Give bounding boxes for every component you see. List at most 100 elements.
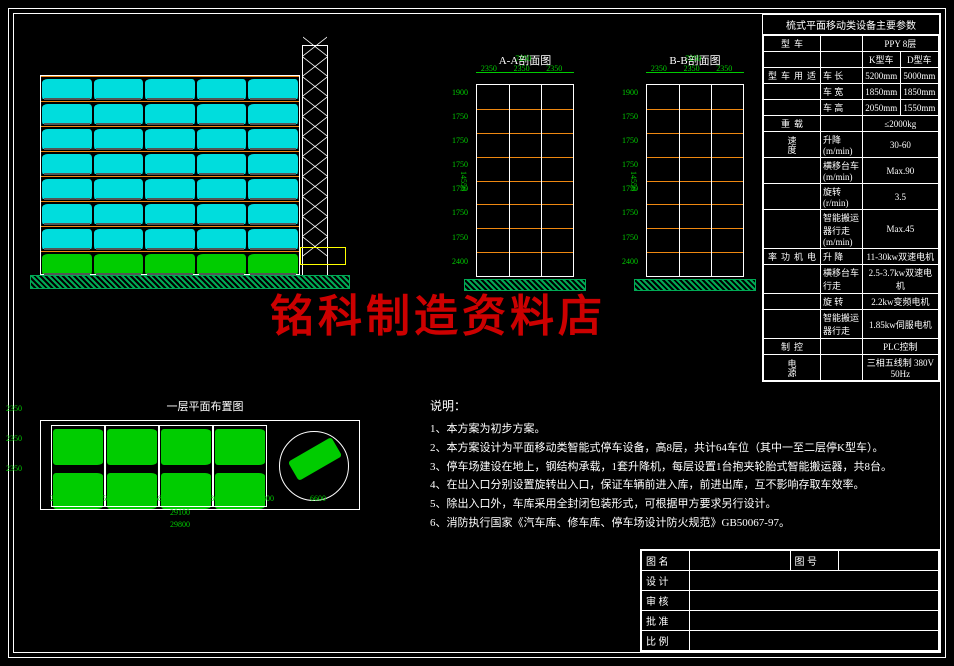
param-row: 旋转(r/min)3.5 [764,184,939,210]
car-icon [248,229,298,249]
note-line: 5、除出入口外，车库采用全封闭包装形式，可根据甲方要求另行设计。 [430,495,920,514]
elevation-floor [41,101,299,126]
car-icon [145,179,195,199]
title-block: 图 名图 号设 计审 核批 准比 例 [640,549,940,652]
car-icon [94,179,144,199]
note-line: 1、本方案为初步方案。 [430,420,920,439]
car-icon [94,79,144,99]
car-icon [94,154,144,174]
param-row: 速度升降(m/min)30-60 [764,132,939,158]
elevation-floor [41,251,299,276]
car-icon [42,179,92,199]
param-table: 梳式平面移动类设备主要参数 车型PPY 8层K型车D型车适用车型车 长5200m… [762,14,940,382]
elevation-floor [41,76,299,101]
param-row: 适用车型车 长5200mm5000mm [764,68,939,84]
car-icon [197,79,247,99]
titleblock-row: 图 名图 号 [642,551,939,571]
car-icon [197,129,247,149]
car-icon [145,204,195,224]
car-icon [197,254,247,274]
car-icon [248,154,298,174]
car-icon [248,79,298,99]
car-icon [197,154,247,174]
car-icon [248,254,298,274]
car-icon [145,254,195,274]
car-icon [42,154,92,174]
elevation-floor [41,226,299,251]
param-row: 载重≤2000kg [764,116,939,132]
elevator-hoistway [302,45,328,277]
titleblock-row: 比 例 [642,631,939,651]
car-icon [42,254,92,274]
car-icon [248,104,298,124]
param-row: 旋 转2.2kw变频电机 [764,294,939,310]
param-row: 车型PPY 8层 [764,36,939,52]
car-icon [42,104,92,124]
car-icon [197,104,247,124]
notes-heading: 说明： [430,396,920,416]
param-row: 电源三相五线制 380V 50Hz [764,355,939,381]
param-row: 横移台车(m/min)Max.90 [764,158,939,184]
section-bb: B-B剖面图 2350235023507250 1455019001750175… [640,66,750,291]
section-aa-grid [476,84,574,277]
elevation-drawing [40,75,380,290]
elevation-floor [41,201,299,226]
section-aa-ground [464,279,586,291]
section-aa-top-dims: 2350235023507250 [476,66,574,82]
car-icon [94,254,144,274]
floor-plan: 一层平面布置图 26005800580058005800660029100298… [40,398,370,510]
car-icon [145,129,195,149]
car-icon [94,104,144,124]
note-line: 3、停车场建设在地上，钢结构承载，1套升降机，每层设置1台抱夹轮胎式智能搬运器，… [430,458,920,477]
notes-block: 说明： 1、本方案为初步方案。2、本方案设计为平面移动类智能式停车设备，高8层，… [430,396,920,533]
param-row: 控制PLC控制 [764,339,939,355]
car-icon [42,79,92,99]
note-line: 2、本方案设计为平面移动类智能式停车设备，高8层，共计64车位（其中一至二层停K… [430,439,920,458]
carrier-outline [300,247,346,265]
floor-plan-title: 一层平面布置图 [40,398,370,414]
titleblock-row: 批 准 [642,611,939,631]
car-icon [94,204,144,224]
elevation-floor [41,151,299,176]
section-bb-ground [634,279,756,291]
titleblock-row: 设 计 [642,571,939,591]
section-bb-top-dims: 2350235023507250 [646,66,744,82]
car-icon [197,179,247,199]
car-icon [42,229,92,249]
car-icon [248,129,298,149]
car-icon [145,154,195,174]
param-row: 电机功率升 降11-30kw双速电机 [764,249,939,265]
ground-hatch [30,275,350,289]
car-icon [42,204,92,224]
car-icon [145,104,195,124]
section-bb-height-dims: 1455019001750175017501750175017502400 [610,84,638,277]
car-icon [248,204,298,224]
section-aa-height-dims: 1455019001750175017501750175017502400 [440,84,468,277]
car-icon [145,79,195,99]
car-icon [248,179,298,199]
section-aa: A-A剖面图 2350235023507250 1455019001750175… [470,66,580,291]
param-row: 横移台车行走2.5-3.7kw双速电机 [764,265,939,294]
note-line: 4、在出入口分别设置旋转出入口，保证车辆前进入库，前进出库，互不影响存取车效率。 [430,476,920,495]
car-icon [145,229,195,249]
note-line: 6、消防执行国家《汽车库、修车库、停车场设计防火规范》GB50067-97。 [430,514,920,533]
car-icon [42,129,92,149]
section-bb-grid [646,84,744,277]
param-table-title: 梳式平面移动类设备主要参数 [763,15,939,35]
turntable [279,431,349,501]
param-row: 车 高2050mm1550mm [764,100,939,116]
car-icon [94,129,144,149]
param-row: K型车D型车 [764,52,939,68]
titleblock-row: 审 核 [642,591,939,611]
param-row: 智能搬运器行走1.85kw伺服电机 [764,310,939,339]
car-icon [94,229,144,249]
param-row: 智能搬运器行走(m/min)Max.45 [764,210,939,249]
param-row: 车 宽1850mm1850mm [764,84,939,100]
param-table-grid: 车型PPY 8层K型车D型车适用车型车 长5200mm5000mm车 宽1850… [763,35,939,381]
car-icon [197,204,247,224]
elevation-structure [40,75,300,275]
turntable-car [288,437,342,481]
car-icon [197,229,247,249]
elevation-floor [41,176,299,201]
elevation-floor [41,126,299,151]
